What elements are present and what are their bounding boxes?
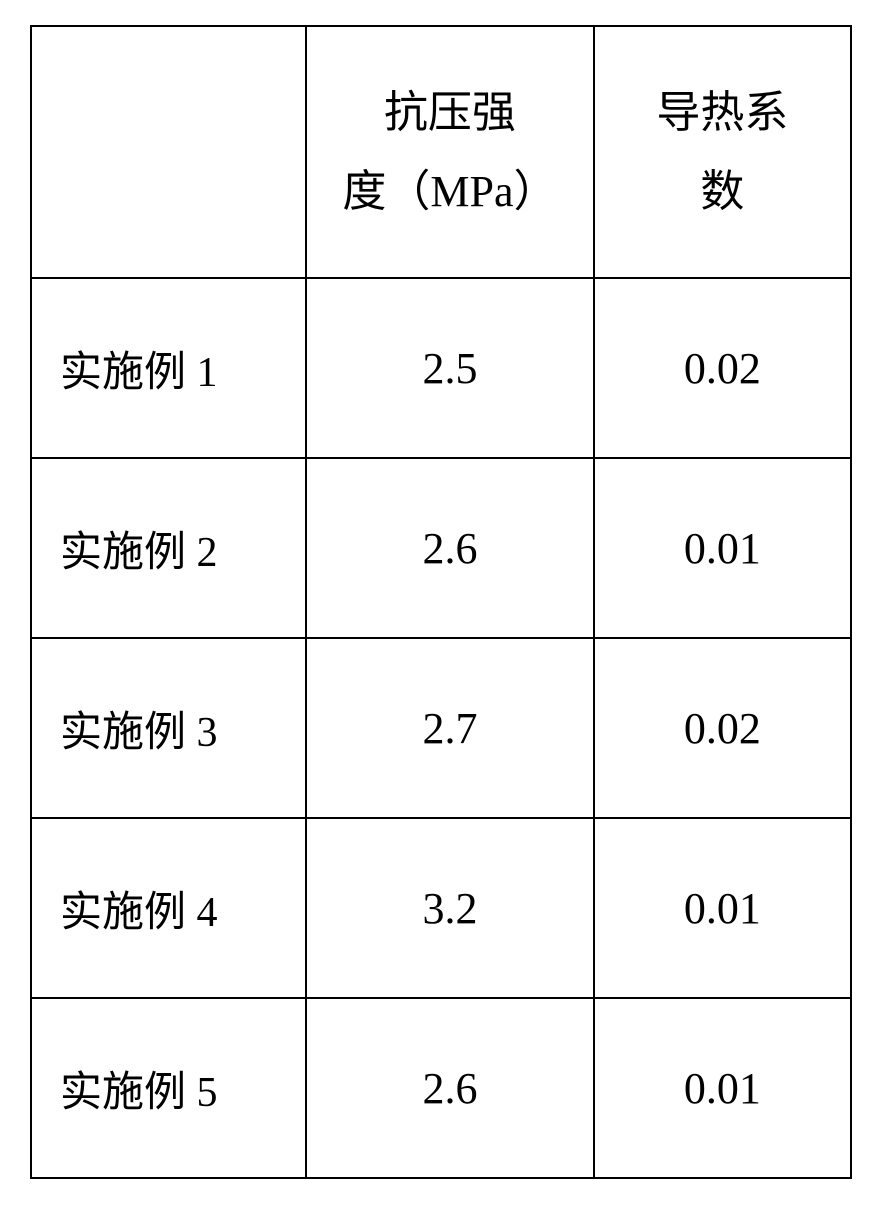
row-label: 实施例 3 [60,710,218,756]
row-mpa-value: 2.6 [422,524,477,573]
row-coef-value: 0.01 [684,884,761,933]
header-mpa-line1: 抗压强 [317,73,583,152]
table-row: 实施例 3 2.7 0.02 [31,638,851,818]
row-label-cell: 实施例 5 [31,998,306,1178]
row-mpa-cell: 2.5 [306,278,594,458]
header-cell-mpa: 抗压强 度（MPa） [306,26,594,278]
row-coef-value: 0.01 [684,1064,761,1113]
row-mpa-cell: 3.2 [306,818,594,998]
row-label: 实施例 5 [60,1070,218,1116]
header-mpa-line2: 度（MPa） [317,152,583,231]
row-coef-cell: 0.02 [594,278,851,458]
header-cell-coef: 导热系 数 [594,26,851,278]
data-table: 抗压强 度（MPa） 导热系 数 实施例 1 2.5 0.02 实施例 2 2.… [30,25,852,1179]
row-mpa-value: 2.7 [422,704,477,753]
row-label: 实施例 1 [60,350,218,396]
row-coef-cell: 0.01 [594,818,851,998]
table-row: 实施例 5 2.6 0.01 [31,998,851,1178]
row-mpa-cell: 2.7 [306,638,594,818]
header-coef-line1: 导热系 [605,73,840,152]
table-row: 实施例 2 2.6 0.01 [31,458,851,638]
header-coef-line2: 数 [605,152,840,231]
row-coef-cell: 0.02 [594,638,851,818]
row-mpa-value: 3.2 [422,884,477,933]
row-label-cell: 实施例 4 [31,818,306,998]
row-coef-cell: 0.01 [594,458,851,638]
row-mpa-cell: 2.6 [306,458,594,638]
row-mpa-value: 2.5 [422,344,477,393]
header-mpa-suffix: ） [514,167,558,216]
row-label-cell: 实施例 2 [31,458,306,638]
row-coef-value: 0.02 [684,344,761,393]
table-row: 实施例 4 3.2 0.01 [31,818,851,998]
row-mpa-cell: 2.6 [306,998,594,1178]
row-mpa-value: 2.6 [422,1064,477,1113]
table-row: 实施例 1 2.5 0.02 [31,278,851,458]
row-label: 实施例 4 [60,890,218,936]
row-label-cell: 实施例 1 [31,278,306,458]
row-label-cell: 实施例 3 [31,638,306,818]
header-mpa-unit: MPa [430,167,513,216]
header-mpa-prefix: 度（ [342,167,430,216]
row-coef-cell: 0.01 [594,998,851,1178]
table-header-row: 抗压强 度（MPa） 导热系 数 [31,26,851,278]
row-coef-value: 0.01 [684,524,761,573]
header-cell-empty [31,26,306,278]
row-label: 实施例 2 [60,530,218,576]
row-coef-value: 0.02 [684,704,761,753]
